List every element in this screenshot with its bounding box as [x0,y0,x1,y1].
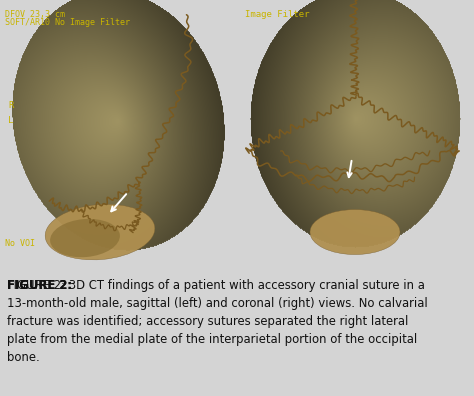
Text: FIGURE 2: 3D CT findings of a patient with accessory cranial suture in a
13-mont: FIGURE 2: 3D CT findings of a patient wi… [7,279,428,364]
Text: Image Filter: Image Filter [245,10,310,19]
Text: FIGURE 2:: FIGURE 2: [7,279,72,292]
Text: FIGURE 2:: FIGURE 2: [7,279,72,292]
Text: L: L [8,116,13,124]
Ellipse shape [310,209,400,255]
Text: R: R [8,101,13,110]
Ellipse shape [45,204,155,260]
Text: SOFT/AR10 No Image Filter: SOFT/AR10 No Image Filter [5,18,130,27]
Ellipse shape [50,219,120,257]
Text: DFOV 23,3 cm: DFOV 23,3 cm [5,10,65,19]
Text: No VOI: No VOI [5,239,35,248]
